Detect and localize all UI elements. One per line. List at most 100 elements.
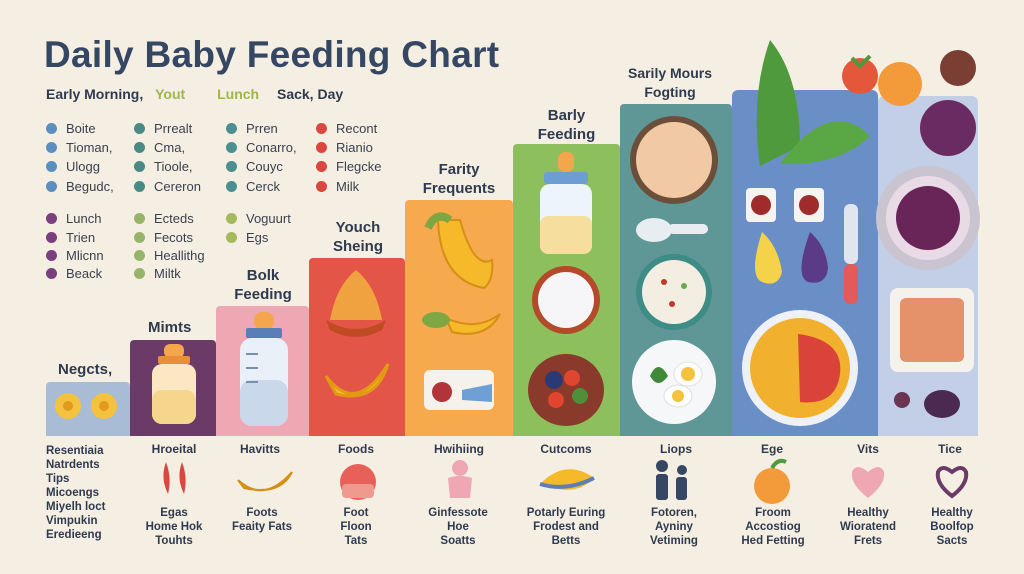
legend-dot	[134, 181, 145, 192]
bottle-icon	[844, 204, 858, 304]
bottom-text-1: Egas Home Hok Touhts	[145, 507, 203, 547]
food-illustrations-step-7	[630, 116, 718, 424]
pasta-plate-icon	[742, 310, 858, 426]
food-illustrations-step-2	[152, 344, 196, 424]
legend-item: Voguurt	[226, 211, 291, 226]
bottom-text-7: Froom Accostiog Hed Fetting	[741, 507, 805, 547]
step-label-2: Mimts	[148, 319, 192, 336]
eggplant-icon	[801, 232, 828, 283]
heart-hands-icon	[851, 467, 885, 498]
legend-item: Fecots	[134, 230, 193, 245]
legend-dot	[226, 181, 237, 192]
baby-icon	[448, 460, 472, 498]
baby-bottle-icon	[152, 344, 196, 424]
legend-dot	[226, 123, 237, 134]
berry-bowl-icon	[876, 166, 980, 270]
sweet-potato-icon	[539, 469, 595, 490]
food-illustrations-step-4	[324, 270, 390, 398]
legend-dot	[46, 181, 57, 192]
subtitle-part-3: Lunch	[217, 86, 260, 102]
banana-icon	[237, 471, 293, 492]
flower-icon	[91, 393, 117, 419]
legend-dot	[46, 232, 57, 243]
food-illustrations-step-1	[55, 393, 117, 419]
legend-dot	[46, 142, 57, 153]
legend-dot	[46, 161, 57, 172]
bottom-title-2: Havitts	[239, 442, 280, 456]
bottom-text-4: Ginfessote Hoe Soatts	[428, 507, 488, 547]
legend-item: Ecteds	[134, 211, 194, 226]
legend-item: Begudc,	[46, 179, 114, 194]
legend-item: Mlicnn	[46, 248, 104, 263]
tomato-icon	[842, 54, 878, 94]
bottom-text-6: Fotoren, Ayniny Vetiming	[650, 507, 698, 547]
bottom-text-2: Foots Feaity Fats	[231, 507, 293, 533]
bottom-title-1: Hroeital	[151, 442, 197, 456]
legend-dot	[316, 142, 327, 153]
legend-item: Prrealt	[134, 121, 192, 136]
drops-icon	[163, 462, 186, 494]
apple-icon	[340, 464, 376, 500]
bottom-title-6: Liops	[660, 442, 692, 456]
legend-dot	[46, 268, 57, 279]
legend-dot	[226, 232, 237, 243]
legend-dot	[134, 123, 145, 134]
legend-item: Recont	[316, 121, 377, 136]
nutrients-tips: Resentiaia Natrdents Tips Micoengs Miyel…	[46, 445, 106, 541]
heart-outline-icon	[935, 466, 969, 499]
legend-item: Conarro,	[226, 140, 297, 155]
bottom-title-3: Foods	[338, 442, 374, 456]
food-illustrations-step-9	[842, 50, 980, 418]
food-illustrations-step-6	[528, 152, 604, 426]
food-illustrations-step-8	[742, 40, 870, 426]
legend-item: Miltk	[134, 266, 181, 281]
tomato-slices-icon	[746, 188, 824, 222]
berries-icon	[894, 390, 960, 418]
legend-dot	[134, 268, 145, 279]
legend-dot	[134, 142, 145, 153]
subtitle-part-2: Yout	[155, 86, 186, 102]
legend-dot	[46, 123, 57, 134]
leafy-greens-icon	[756, 40, 870, 166]
flower-icon	[55, 393, 81, 419]
legend-dot	[316, 123, 327, 134]
bottom-text-8: Healthy Wioratend Frets	[839, 507, 897, 547]
legend-dot	[316, 181, 327, 192]
bottom-title-8: Vits	[857, 442, 879, 456]
porridge-bowl-icon	[630, 116, 718, 204]
bottom-title-7: Ege	[760, 442, 783, 456]
legend-dot	[226, 213, 237, 224]
bottom-title-9: Tice	[938, 442, 962, 456]
bottom-text-3: Foot Floon Tats	[340, 507, 372, 547]
legend-item: Tioman,	[46, 140, 112, 155]
subtitle-part-4: Sack, Day	[276, 86, 344, 102]
banana-icon	[424, 212, 494, 290]
step-label-3: Bolk Feeding	[234, 267, 292, 303]
plum-icon	[920, 100, 976, 156]
step-label-4: Youch Sheing	[332, 219, 383, 255]
pear-icon	[755, 232, 782, 284]
subtitle-part-1: Early Morning,	[46, 86, 144, 102]
food-illustrations-step-5	[422, 212, 501, 410]
bottom-title-4: Hwihiing	[434, 442, 484, 456]
legend-dot	[226, 161, 237, 172]
baby-bottle-icon	[540, 152, 592, 254]
subtitle: Early Morning, Yout Lunch Sack, Day	[46, 86, 343, 102]
legend-item: Egs	[226, 230, 268, 245]
step-label-7: Sarily Mours Fogting	[627, 65, 713, 100]
food-illustrations-step-3	[240, 312, 288, 426]
legend-item: Flegcke	[316, 159, 382, 174]
step-label-5: Farity Frequents	[422, 161, 496, 197]
egg-plate-icon	[632, 340, 716, 424]
banana-icon	[324, 363, 390, 398]
spoon-icon	[636, 218, 708, 242]
banana-icon	[422, 312, 501, 335]
rice-bowl-icon	[532, 266, 600, 334]
bottom-title-5: Cutcoms	[540, 442, 592, 456]
page-title: Daily Baby Feeding Chart	[44, 34, 500, 75]
snack-tray-icon	[424, 370, 494, 410]
berry-bowl-icon	[528, 354, 604, 426]
step-label-1: Negcts,	[58, 361, 113, 378]
orange-icon	[878, 62, 922, 106]
legend-dot	[134, 213, 145, 224]
